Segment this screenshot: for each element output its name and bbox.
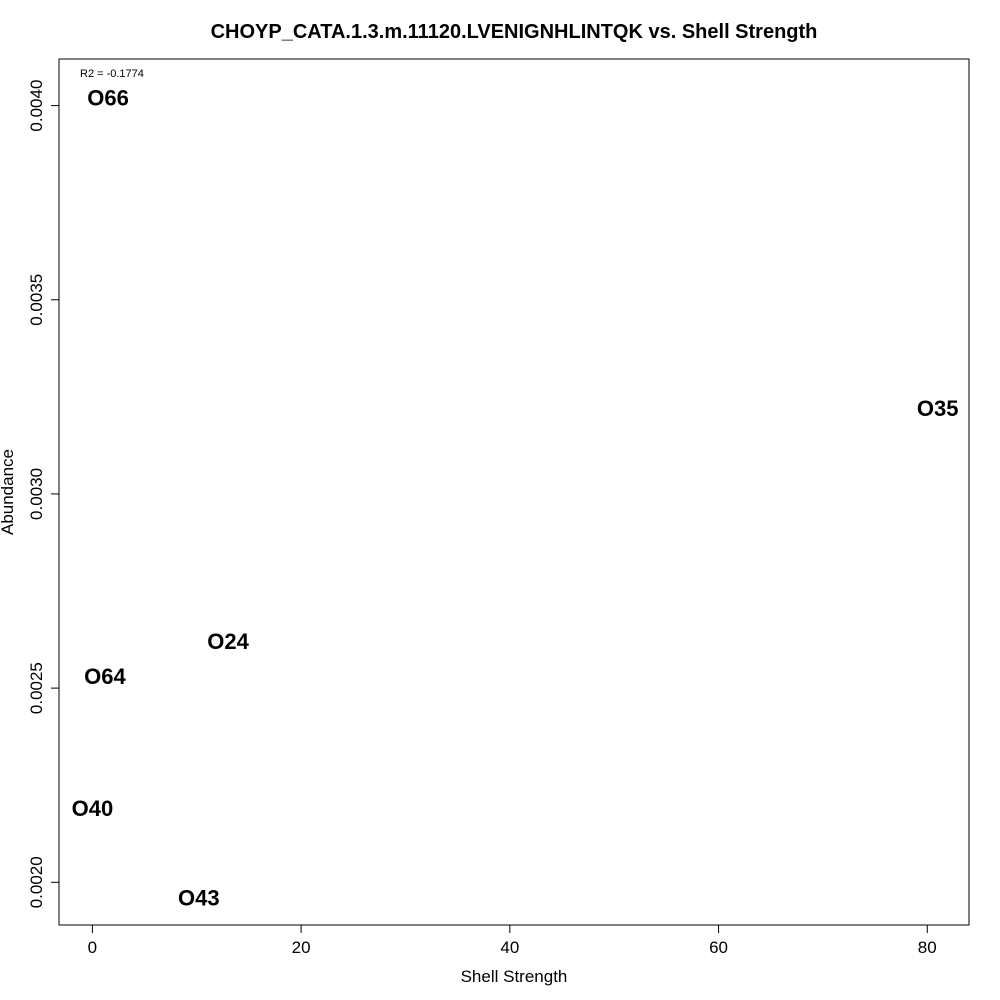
chart-title: CHOYP_CATA.1.3.m.11120.LVENIGNHLINTQK vs… xyxy=(211,21,818,43)
y-tick-label: 0.0030 xyxy=(27,468,46,520)
x-tick-label: 0 xyxy=(88,938,97,957)
point-label-o24: O24 xyxy=(207,629,249,654)
y-axis-label: Abundance xyxy=(0,449,17,535)
x-tick-label: 60 xyxy=(709,938,728,957)
point-label-o40: O40 xyxy=(72,796,114,821)
point-label-o64: O64 xyxy=(84,664,126,689)
x-axis-label: Shell Strength xyxy=(461,967,568,986)
y-axis: 0.0020 0.0025 0.0030 0.0035 0.0040 xyxy=(27,80,59,908)
x-tick-label: 40 xyxy=(500,938,519,957)
y-tick-label: 0.0025 xyxy=(27,662,46,714)
point-label-o43: O43 xyxy=(178,885,220,910)
y-tick-label: 0.0035 xyxy=(27,274,46,326)
r2-annotation: R2 = -0.1774 xyxy=(80,68,144,80)
point-label-o35: O35 xyxy=(917,396,959,421)
x-axis: 0 20 40 60 80 xyxy=(88,925,937,957)
x-tick-label: 20 xyxy=(292,938,311,957)
x-tick-label: 80 xyxy=(918,938,937,957)
y-tick-label: 0.0040 xyxy=(27,80,46,132)
y-tick-label: 0.0020 xyxy=(27,856,46,908)
plot-frame xyxy=(58,58,970,926)
point-label-o66: O66 xyxy=(87,85,129,110)
point-labels: O66 O35 O24 O64 O40 O43 xyxy=(72,85,959,910)
